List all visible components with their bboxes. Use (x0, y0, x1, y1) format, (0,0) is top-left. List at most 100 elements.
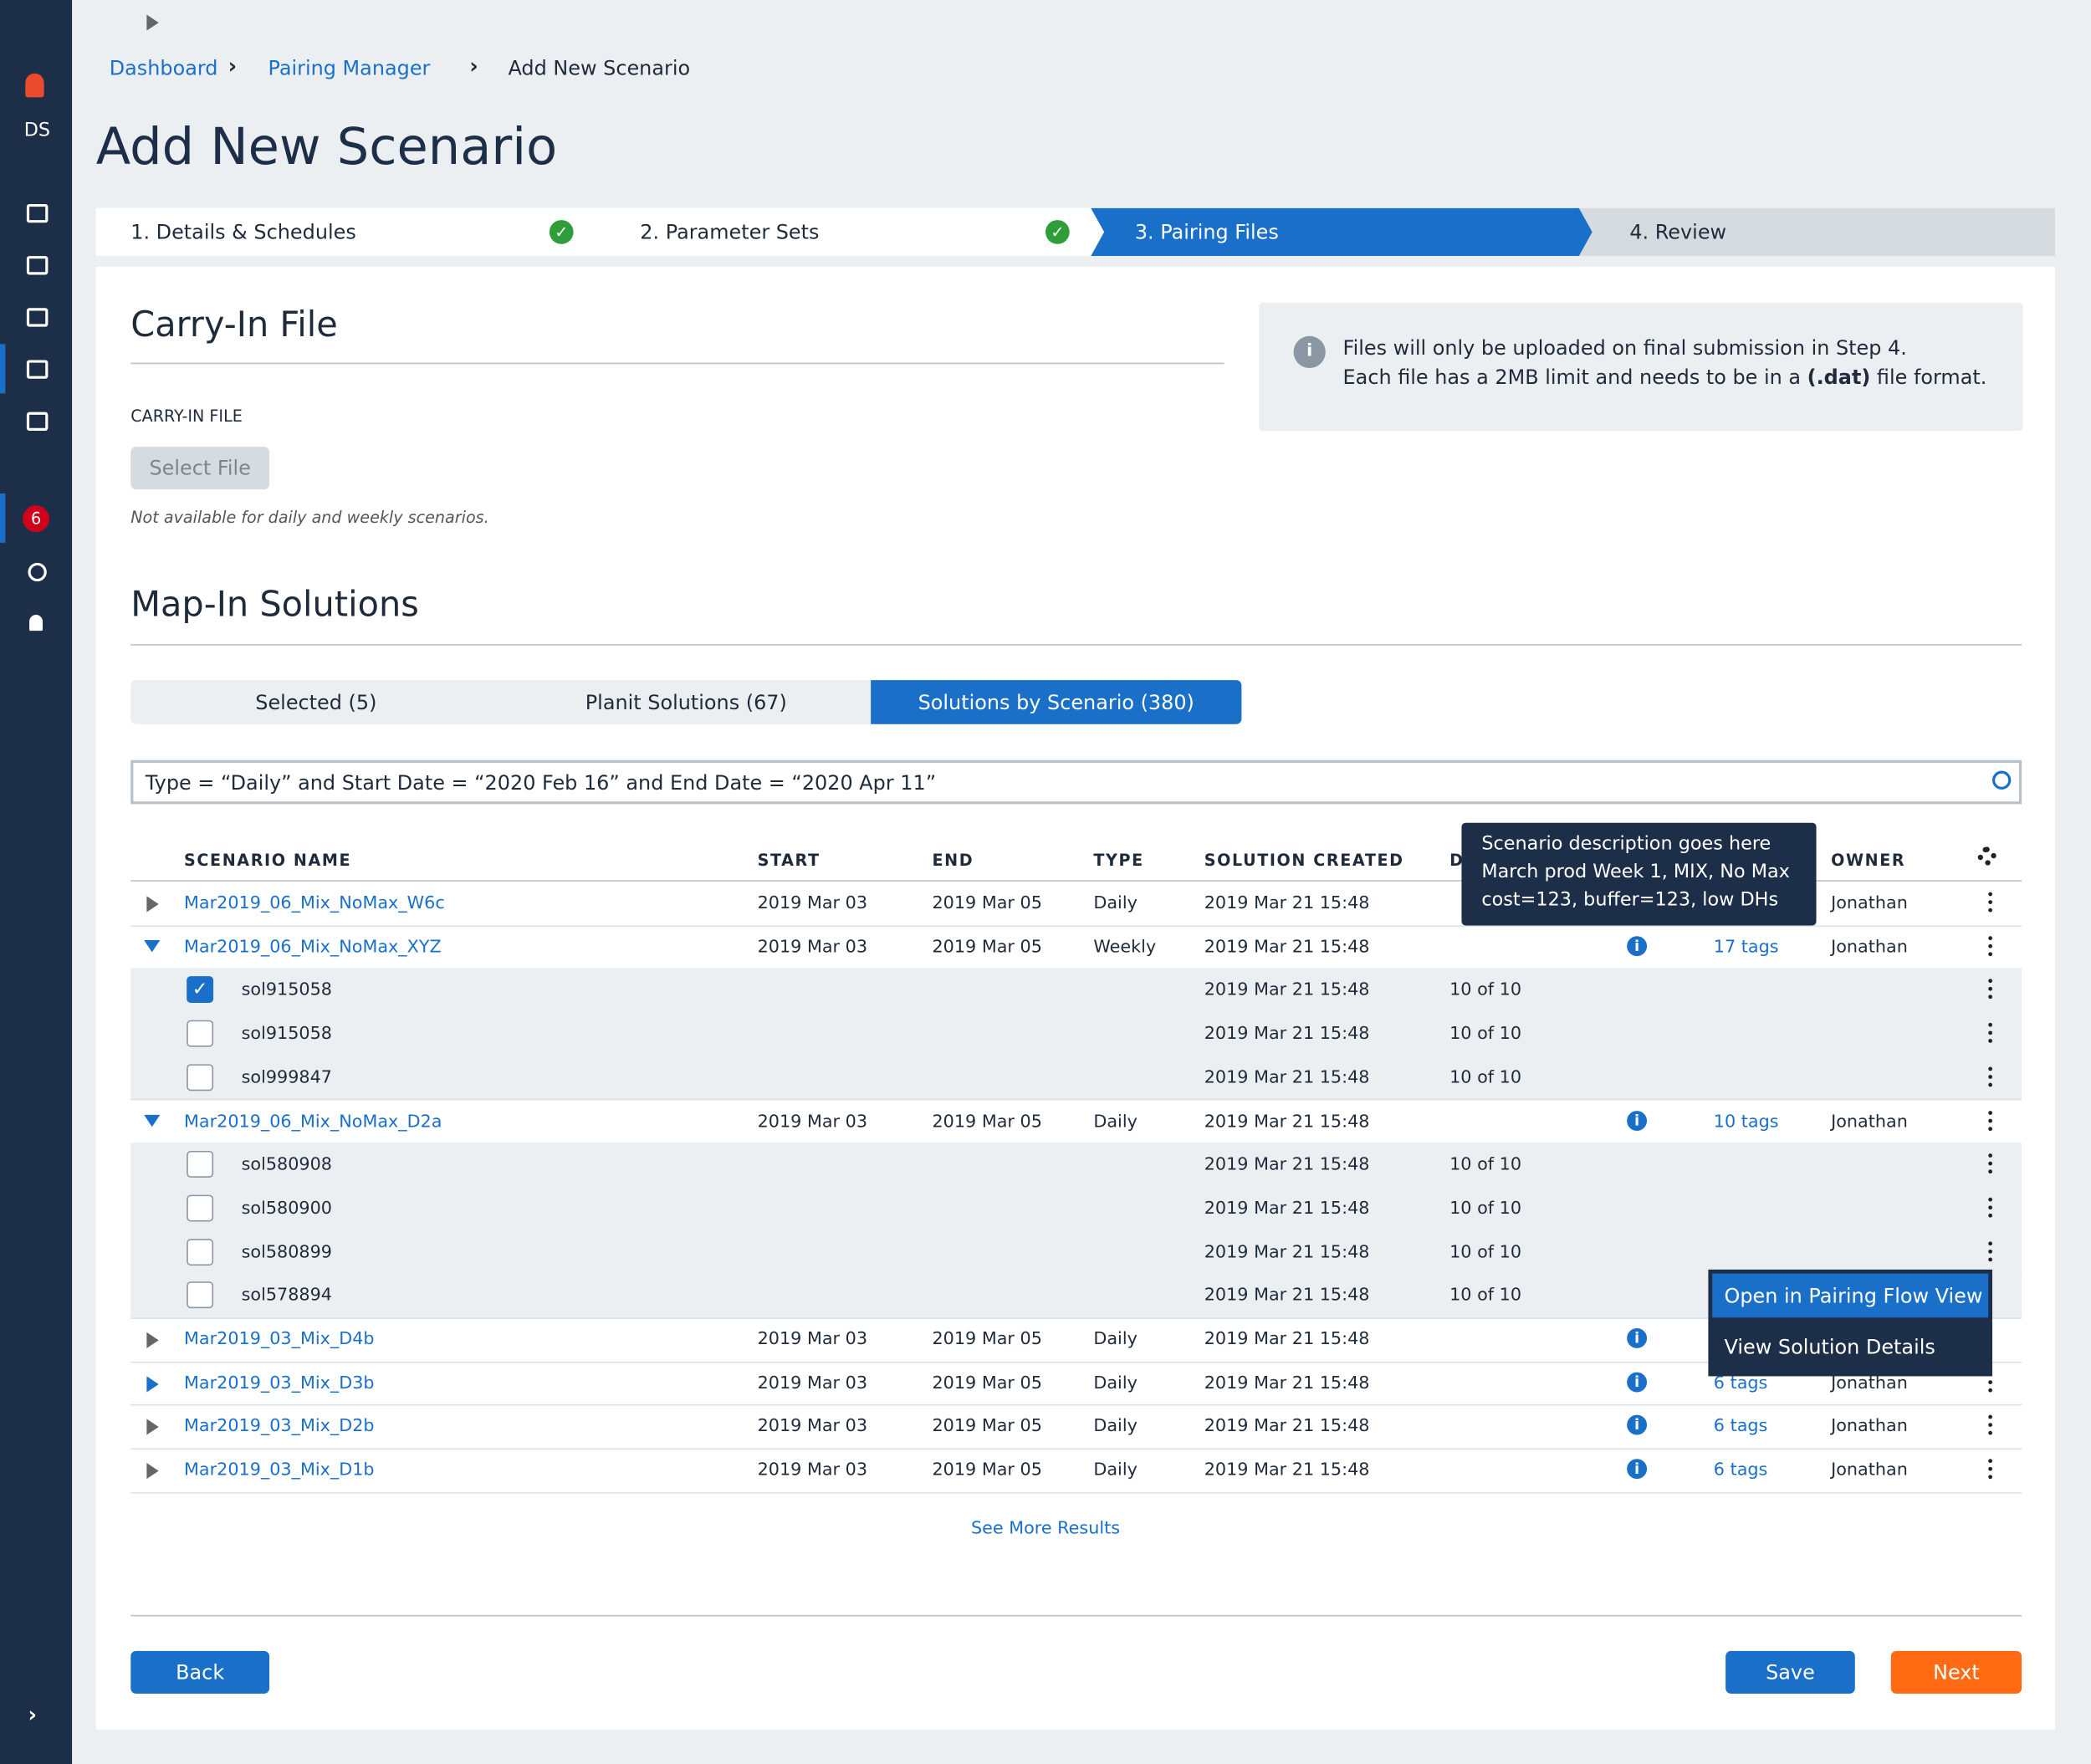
checkbox[interactable] (187, 1238, 214, 1265)
end-date: 2019 Mar 05 (932, 1373, 1042, 1393)
settings-icon[interactable] (1977, 846, 1996, 866)
step-check: ✓ (1046, 220, 1070, 244)
row-menu[interactable] (1988, 1415, 1993, 1439)
nav-icon[interactable] (26, 256, 49, 275)
scenario-name[interactable]: Mar2019_03_Mix_D1b (184, 1460, 375, 1480)
start-date: 2019 Mar 03 (757, 1111, 868, 1132)
checkbox[interactable] (187, 1020, 214, 1047)
search-icon[interactable] (1992, 770, 2012, 790)
info-icon[interactable]: i (1627, 1372, 1648, 1393)
scenario-name[interactable]: Mar2019_06_Mix_NoMax_D2a (184, 1111, 442, 1132)
solution-name: sol580908 (241, 1155, 332, 1175)
nav-icon[interactable] (26, 412, 49, 431)
checkbox[interactable] (187, 1281, 214, 1309)
expand-arrow[interactable] (146, 896, 159, 913)
info-icon[interactable]: i (1627, 1415, 1648, 1436)
checkbox[interactable] (187, 1151, 214, 1179)
end-date: 2019 Mar 05 (932, 1111, 1042, 1132)
scenario-row: Mar2019_06_Mix_NoMax_D2a 2019 Mar 03 2019 … (130, 1100, 2022, 1145)
solution-row: sol999847 2019 Mar 21 15:48 10 of 10 (130, 1056, 2022, 1102)
scenario-row: Mar2019_03_Mix_D3b 2019 Mar 03 2019 Mar 05… (130, 1361, 2022, 1407)
scenario-name[interactable]: Mar2019_06_Mix_NoMax_XYZ (184, 937, 442, 958)
solution-created: 2019 Mar 21 15:48 (1204, 937, 1370, 958)
owner: Jonathan (1831, 1373, 1908, 1393)
row-menu[interactable] (1988, 1459, 1993, 1483)
scenario-type: Daily (1093, 1373, 1138, 1393)
nav-icon[interactable] (26, 203, 49, 223)
expand-all[interactable] (146, 14, 159, 31)
expand-arrow[interactable] (146, 1463, 159, 1480)
row-menu[interactable] (1988, 979, 1993, 1004)
expand-arrow[interactable] (146, 1375, 159, 1393)
see-more-link[interactable]: See More Results (970, 1519, 1121, 1539)
row-menu[interactable] (1988, 1153, 1993, 1178)
row-menu[interactable] (1988, 892, 1993, 917)
tab-active-bg (871, 680, 1242, 724)
row-menu[interactable] (1988, 1240, 1993, 1265)
scenario-row: Mar2019_03_Mix_D4b 2019 Mar 03 2019 Mar 05… (130, 1317, 2022, 1363)
tags-link[interactable]: 6 tags (1713, 1416, 1768, 1437)
row-menu[interactable] (1988, 935, 1993, 960)
scenario-type: Daily (1093, 1460, 1138, 1480)
column-header: OWNER (1831, 851, 1906, 870)
info-box (1259, 302, 2023, 431)
search-input[interactable] (130, 759, 2022, 805)
expand-arrow[interactable] (146, 1332, 159, 1348)
info-icon[interactable]: i (1627, 1459, 1648, 1480)
nav-icon[interactable] (26, 308, 49, 327)
expand-icon[interactable]: › (28, 1701, 37, 1727)
row-menu[interactable] (1988, 1023, 1993, 1047)
solution-created: 2019 Mar 21 15:48 (1204, 893, 1370, 914)
row-menu[interactable] (1988, 1066, 1993, 1091)
table-header-line (130, 880, 2022, 882)
scenario-name[interactable]: Mar2019_03_Mix_D2b (184, 1416, 375, 1437)
menu-item[interactable]: Open in Pairing Flow View (1724, 1284, 1983, 1309)
save-button[interactable]: Save (1725, 1650, 1855, 1694)
notification-badge[interactable]: 6 (23, 505, 49, 533)
menu-item[interactable]: View Solution Details (1724, 1334, 1935, 1359)
expand-arrow[interactable] (146, 1419, 159, 1436)
collapse-arrow[interactable] (144, 939, 161, 952)
nav-active (0, 344, 6, 394)
step-label[interactable]: 2. Parameter Sets (640, 220, 820, 244)
solution-name: sol915058 (241, 980, 332, 1001)
tab[interactable]: Selected (5) (255, 690, 377, 715)
step-label[interactable]: 3. Pairing Files (1134, 220, 1279, 244)
row-menu[interactable] (1988, 1197, 1993, 1222)
row-menu[interactable] (1988, 1110, 1993, 1134)
info-icon[interactable]: i (1627, 1110, 1648, 1131)
back-button[interactable]: Back (130, 1650, 270, 1694)
breadcrumb-link[interactable]: Dashboard (109, 55, 218, 80)
tags-link[interactable]: 6 tags (1713, 1373, 1768, 1393)
tab[interactable]: Planit Solutions (67) (585, 690, 787, 715)
step-label[interactable]: 4. Review (1629, 220, 1727, 244)
info-icon[interactable]: i (1627, 935, 1648, 956)
scenario-name[interactable]: Mar2019_03_Mix_D3b (184, 1373, 375, 1393)
scenario-type: Daily (1093, 893, 1138, 914)
checkbox[interactable] (187, 1194, 214, 1222)
scenario-name[interactable]: Mar2019_06_Mix_NoMax_W6c (184, 893, 445, 914)
breadcrumb-link[interactable]: Pairing Manager (268, 55, 431, 80)
collapse-arrow[interactable] (144, 1114, 161, 1127)
checkbox[interactable] (187, 1063, 214, 1091)
nav-icon[interactable] (26, 360, 49, 379)
solution-name: sol999847 (241, 1067, 332, 1088)
owner: Jonathan (1831, 1111, 1908, 1132)
info-icon[interactable]: i (1627, 1328, 1648, 1348)
tags-link[interactable]: 10 tags (1713, 1111, 1779, 1132)
next-button[interactable]: Next (1890, 1650, 2022, 1694)
tooltip-text: Scenario description goes here (1481, 833, 1771, 856)
step-label[interactable]: 1. Details & Schedules (130, 220, 356, 244)
section-heading: Carry-In File (130, 305, 338, 345)
tags-link[interactable]: 17 tags (1713, 937, 1779, 958)
solution-row: sol580899 2019 Mar 21 15:48 10 of 10 (130, 1230, 2022, 1276)
settings-icon[interactable] (28, 562, 47, 582)
scenario-name[interactable]: Mar2019_03_Mix_D4b (184, 1329, 375, 1350)
tab[interactable]: Solutions by Scenario (380) (918, 690, 1194, 715)
select-file-button[interactable]: Select File (130, 447, 270, 490)
owner: Jonathan (1831, 893, 1908, 914)
solution-created: 2019 Mar 21 15:48 (1204, 1416, 1370, 1437)
user-icon[interactable] (29, 615, 43, 631)
tags-link[interactable]: 6 tags (1713, 1460, 1768, 1480)
checkbox[interactable]: ✓ (187, 976, 214, 1004)
